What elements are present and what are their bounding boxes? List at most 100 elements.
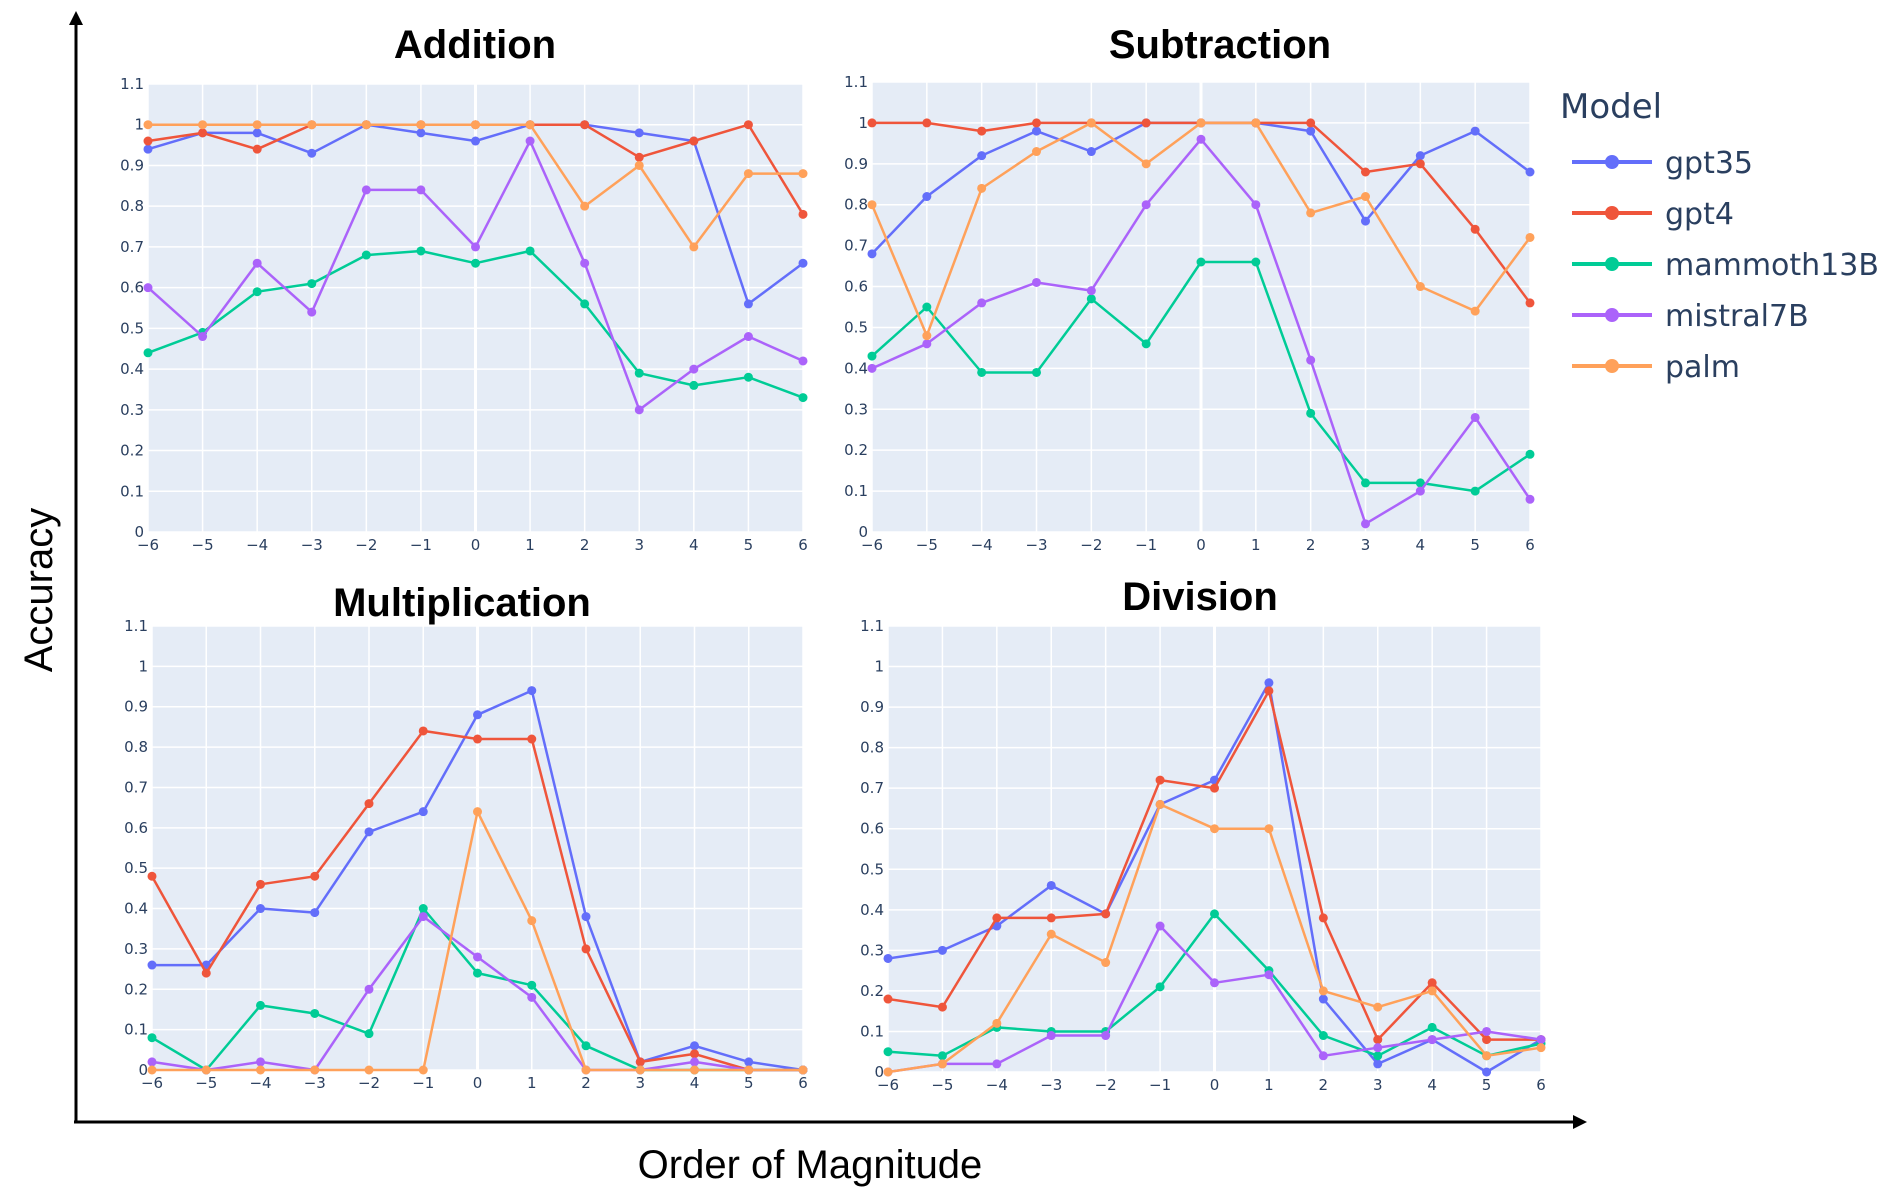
data-point-mammoth13B [922, 302, 932, 312]
y-tick-label: 0.1 [120, 482, 144, 500]
data-point-mistral7B [1536, 1035, 1546, 1045]
data-point-palm [1210, 824, 1219, 834]
data-point-mistral7B [1415, 486, 1425, 496]
data-point-palm [1427, 986, 1437, 996]
data-point-gpt35 [147, 960, 157, 970]
y-tick-label: 0.9 [844, 155, 868, 173]
data-point-palm [525, 120, 535, 130]
data-point-palm [527, 916, 537, 926]
data-point-palm [689, 242, 699, 252]
x-tick-label: 0 [1210, 1076, 1220, 1094]
data-point-palm [1032, 147, 1041, 157]
data-point-mammoth13B [1086, 294, 1096, 304]
data-point-mistral7B [1525, 494, 1535, 504]
y-axis-title: Accuracy [17, 508, 61, 673]
subplot-addition: 0 0.1 0.2 0.3 0.4 0.5 0.6 0.7 0.8 0.9 1 1.1 −6 −5 −4 −3… [120, 23, 808, 554]
data-point-mammoth13B [364, 1029, 374, 1039]
x-tick-label: 1 [1251, 536, 1261, 554]
y-tick-label: 0.1 [844, 482, 868, 500]
data-point-gpt35 [581, 912, 591, 922]
data-point-mammoth13B [416, 246, 426, 256]
data-point-mammoth13B [471, 258, 480, 268]
data-point-mammoth13B [147, 1033, 157, 1043]
data-point-gpt4 [867, 118, 877, 128]
data-point-gpt35 [922, 192, 932, 202]
data-point-mammoth13B [798, 393, 808, 403]
data-point-gpt35 [1525, 167, 1535, 177]
data-point-gpt4 [1482, 1035, 1492, 1045]
x-tick-label: −2 [358, 1074, 380, 1092]
data-point-gpt35 [690, 1041, 699, 1051]
data-point-mistral7B [1101, 1031, 1111, 1041]
data-point-palm [471, 120, 480, 130]
data-point-palm [147, 1065, 157, 1075]
legend-label: gpt35 [1665, 146, 1753, 181]
legend-label: mammoth13B [1665, 248, 1879, 283]
y-tick-label: 0.9 [124, 698, 148, 716]
data-point-gpt4 [690, 1049, 699, 1059]
y-tick-label: 0.8 [860, 739, 884, 757]
x-tick-label: 6 [1536, 1076, 1546, 1094]
data-point-gpt4 [977, 126, 987, 136]
data-point-mistral7B [364, 984, 374, 994]
data-point-gpt35 [744, 1057, 754, 1067]
data-point-palm [744, 1065, 754, 1075]
y-tick-label: 0.5 [120, 319, 144, 337]
y-tick-label: 1 [874, 658, 884, 676]
data-point-mammoth13B [307, 279, 317, 289]
data-point-gpt35 [798, 258, 808, 268]
x-tick-label: 6 [798, 536, 808, 554]
data-point-mammoth13B [883, 1047, 893, 1057]
data-point-palm [473, 807, 482, 817]
data-point-gpt35 [634, 128, 644, 138]
y-tick-label: 0.7 [844, 237, 868, 255]
x-tick-label: −5 [192, 536, 214, 554]
data-point-mistral7B [798, 356, 808, 366]
data-point-palm [256, 1065, 265, 1075]
data-point-mammoth13B [1470, 486, 1480, 496]
y-tick-label: 0.8 [124, 738, 148, 756]
data-point-mammoth13B [525, 246, 535, 256]
data-point-mammoth13B [1141, 339, 1151, 349]
y-tick-label: 0.6 [844, 278, 868, 296]
legend-item-gpt4[interactable]: gpt4 [1572, 197, 1734, 232]
y-tick-label: 0.4 [844, 359, 868, 377]
x-tick-label: −6 [861, 536, 883, 554]
y-tick-label: 0.5 [844, 318, 868, 336]
data-point-palm [690, 1065, 699, 1075]
data-point-mistral7B [473, 952, 482, 962]
x-tick-label: 1 [527, 1074, 537, 1092]
data-point-mammoth13B [1306, 408, 1316, 418]
y-tick-label: 0.2 [860, 982, 884, 1000]
x-tick-label: 5 [1470, 536, 1480, 554]
legend-item-gpt35[interactable]: gpt35 [1572, 146, 1753, 181]
y-tick-label: 0.1 [860, 1022, 884, 1040]
legend-item-mistral7B[interactable]: mistral7B [1572, 299, 1809, 334]
data-point-gpt35 [977, 151, 987, 161]
legend-item-mammoth13B[interactable]: mammoth13B [1572, 248, 1879, 283]
data-point-palm [1155, 799, 1165, 809]
data-point-palm [1086, 118, 1096, 128]
data-point-mammoth13B [1318, 1031, 1328, 1041]
series-group [883, 678, 1546, 1077]
y-tick-label: 0.3 [844, 400, 868, 418]
legend-item-palm[interactable]: palm [1572, 350, 1740, 385]
data-point-gpt4 [147, 871, 157, 881]
data-point-mistral7B [1210, 978, 1219, 988]
x-tick-label: 3 [1361, 536, 1371, 554]
data-point-mammoth13B [1373, 1051, 1383, 1061]
data-point-gpt4 [1525, 298, 1535, 308]
data-point-palm [883, 1067, 893, 1077]
data-point-mistral7B [256, 1057, 265, 1067]
data-point-palm [1525, 232, 1535, 242]
data-point-palm [798, 169, 808, 179]
data-point-gpt35 [1046, 880, 1056, 890]
data-point-palm [1536, 1043, 1546, 1053]
subplot-title: Subtraction [1109, 23, 1331, 67]
data-point-gpt4 [418, 726, 428, 736]
x-tick-label: −5 [931, 1076, 953, 1094]
legend-swatch-marker [1605, 359, 1619, 373]
data-point-gpt35 [1086, 147, 1096, 157]
data-point-gpt4 [1373, 1035, 1383, 1045]
data-point-gpt35 [473, 710, 482, 720]
